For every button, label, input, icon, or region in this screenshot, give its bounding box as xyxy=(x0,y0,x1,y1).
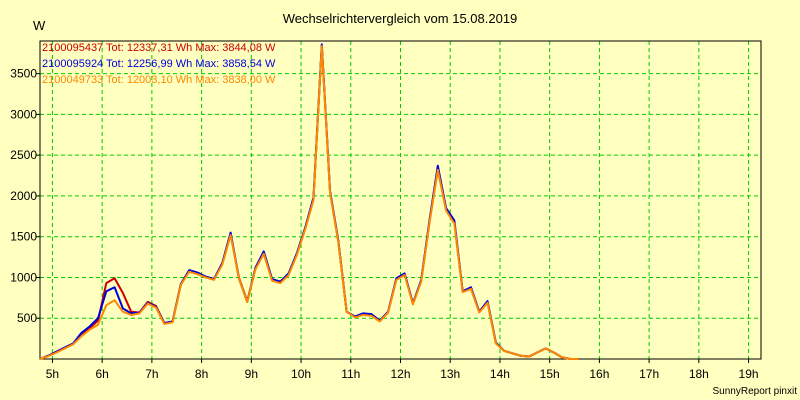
series-line-3 xyxy=(39,45,579,360)
x-tick-label: 7h xyxy=(145,367,158,381)
x-tick-label: 16h xyxy=(589,367,609,381)
y-tick-label: 3000 xyxy=(10,107,37,121)
x-tick-label: 5h xyxy=(46,367,59,381)
x-tick-label: 6h xyxy=(95,367,108,381)
series-layer xyxy=(39,43,579,360)
x-tick-label: 9h xyxy=(245,367,258,381)
axis-layer: 500 1000 1500 2000 2500 3000 3500 5h 6h 7h 8h 9h 10h… xyxy=(10,40,762,381)
x-tick-label: 19h xyxy=(739,367,759,381)
y-tick-label: 2500 xyxy=(10,148,37,162)
plot-frame xyxy=(39,40,762,360)
y-axis-unit: W xyxy=(33,18,46,33)
series-line-1 xyxy=(39,44,579,360)
y-tick-label: 3500 xyxy=(10,67,37,81)
x-tick-label: 18h xyxy=(689,367,709,381)
x-tick-label: 15h xyxy=(540,367,560,381)
chart-title: Wechselrichtervergleich vom 15.08.2019 xyxy=(283,11,518,26)
series-line-2 xyxy=(39,43,579,360)
legend-entry-1: 2100095437 Tot: 12337,31 Wh Max: 3844,08… xyxy=(42,42,276,54)
x-tick-label: 14h xyxy=(490,367,510,381)
footer-credit: SunnyReport pinxit xyxy=(713,386,798,397)
x-tick-label: 11h xyxy=(341,367,360,381)
y-tick-label: 1000 xyxy=(10,270,37,284)
legend-entry-2: 2100095924 Tot: 12256,99 Wh Max: 3858,54… xyxy=(42,58,276,70)
y-tick-label: 500 xyxy=(17,311,37,325)
y-tick-label: 1500 xyxy=(10,230,37,244)
grid-layer xyxy=(40,41,761,359)
legend-entry-3: 2100049733 Tot: 12003,10 Wh Max: 3838,00… xyxy=(42,74,276,86)
x-tick-label: 8h xyxy=(195,367,208,381)
y-tick-label: 2000 xyxy=(10,189,37,203)
x-tick-label: 17h xyxy=(639,367,659,381)
x-tick-label: 10h xyxy=(291,367,311,381)
x-tick-label: 13h xyxy=(440,367,460,381)
x-tick-label: 12h xyxy=(390,367,410,381)
legend: 2100095437 Tot: 12337,31 Wh Max: 3844,08… xyxy=(42,42,276,86)
